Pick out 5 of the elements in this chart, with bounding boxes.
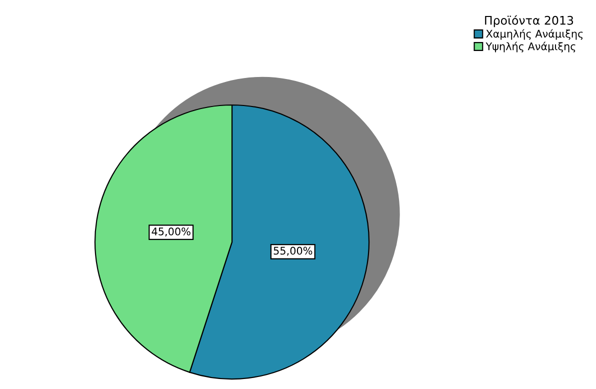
data-label: 55,00% bbox=[274, 246, 312, 256]
legend-label: Υψηλής Ανάμιξης bbox=[486, 42, 576, 52]
legend-label: Χαμηλής Ανάμιξης bbox=[486, 29, 583, 40]
legend-title: Προϊόντα 2013 bbox=[485, 15, 574, 28]
data-label: 45,00% bbox=[152, 228, 190, 236]
